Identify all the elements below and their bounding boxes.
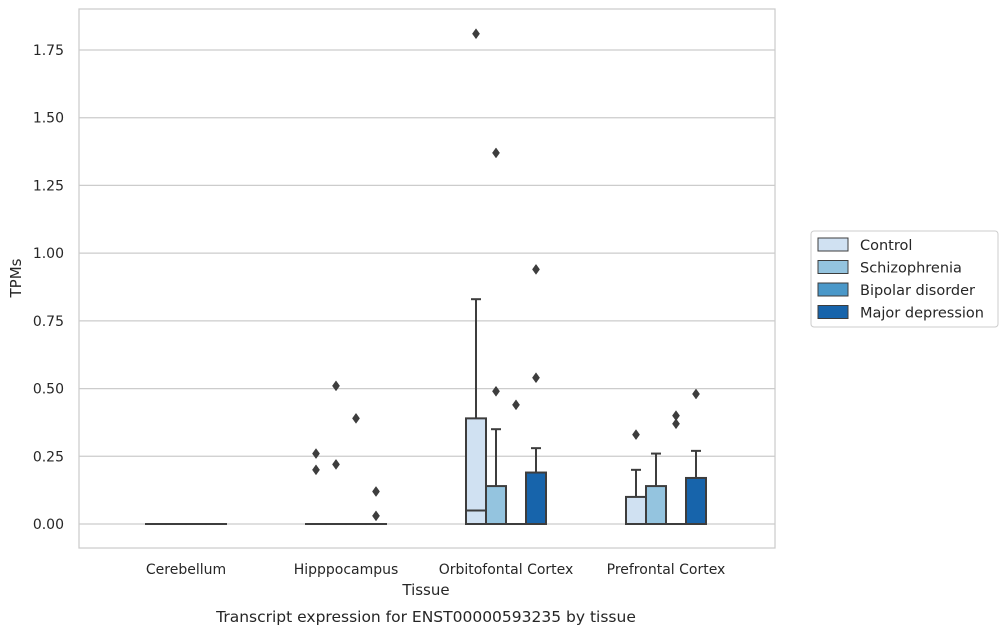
box-control	[305, 448, 327, 526]
outlier-point	[492, 147, 500, 159]
box-major-depression	[365, 486, 387, 526]
legend-swatch	[817, 260, 849, 274]
y-tick-label: 1.00	[33, 246, 64, 262]
outlier-point	[312, 448, 320, 460]
box-control	[625, 429, 647, 525]
box-bipolar-disorder	[345, 412, 367, 526]
legend-frame	[810, 230, 999, 328]
y-tick-label: 0.25	[33, 449, 64, 465]
box-body	[645, 485, 667, 525]
x-tick-labels: Cerebellum Hipppocampus Orbitofontal Corte…	[146, 562, 725, 578]
outlier-point	[352, 412, 360, 424]
box-body	[465, 417, 487, 526]
box-control	[465, 28, 487, 526]
x-tick-label: Orbitofontal Cortex	[439, 562, 574, 578]
outlier-point	[632, 429, 640, 441]
box-major-depression	[525, 263, 547, 525]
outlier-point	[492, 385, 500, 397]
box-bipolar-disorder	[665, 410, 687, 526]
outlier-point	[472, 28, 480, 40]
outlier-point	[672, 418, 680, 430]
legend-label: Schizophrenia	[860, 261, 962, 277]
outlier-point	[312, 464, 320, 476]
legend-label: Major depression	[860, 306, 984, 322]
box-schizophrenia	[645, 452, 667, 525]
outlier-point	[372, 486, 380, 497]
legend: Control Schizophrenia Bipolar disorder Majo…	[810, 230, 999, 328]
y-tick-label: 0.50	[33, 382, 64, 398]
y-tick-label: 1.50	[33, 111, 64, 127]
x-tick-label: Prefrontal Cortex	[607, 562, 726, 578]
y-tick-label: 1.25	[33, 178, 64, 194]
x-tick-label: Hipppocampus	[294, 562, 399, 578]
box-body	[685, 476, 707, 525]
box-major-depression	[685, 388, 707, 525]
y-tick-label: 0.75	[33, 314, 64, 330]
y-gridlines	[79, 49, 775, 525]
legend-swatch	[817, 305, 849, 319]
x-tick-label: Cerebellum	[146, 562, 226, 578]
outlier-point	[512, 399, 520, 411]
y-tick-labels: 0.00 0.25 0.50 0.75 1.00 1.25 1.50 1.75	[33, 43, 64, 533]
box-body	[625, 495, 647, 525]
legend-swatch	[817, 282, 849, 297]
box-body	[525, 471, 547, 525]
y-tick-label: 1.75	[33, 43, 64, 59]
legend-label: Control	[860, 238, 912, 254]
y-axis-title: TPMs	[7, 258, 25, 298]
box-schizophrenia	[485, 147, 507, 525]
plot-area	[78, 8, 776, 549]
box-groups	[145, 28, 707, 526]
outlier-point	[532, 372, 540, 384]
outlier-point	[372, 510, 380, 522]
outlier-point	[532, 263, 540, 275]
outlier-point	[332, 380, 340, 392]
outlier-point	[692, 388, 700, 400]
figure-caption: Transcript expression for ENST0000059323…	[215, 608, 636, 626]
box-body	[485, 485, 507, 525]
outlier-point	[332, 458, 340, 470]
legend-swatch	[817, 237, 849, 252]
x-axis-title: Tissue	[401, 581, 449, 599]
legend-label: Bipolar disorder	[860, 283, 975, 299]
y-tick-label: 0.00	[33, 517, 64, 533]
